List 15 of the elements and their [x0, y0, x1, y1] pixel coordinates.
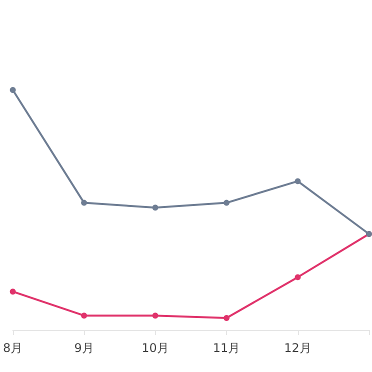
x-tick-label: 12月 [284, 341, 312, 355]
x-tick-label: 11月 [212, 341, 240, 355]
point [224, 315, 230, 321]
point [224, 200, 230, 206]
point [10, 288, 16, 295]
point [294, 178, 301, 184]
x-tick-label: 10月 [142, 341, 169, 355]
point [152, 204, 158, 211]
point [81, 312, 88, 319]
point [81, 200, 88, 206]
point [294, 274, 301, 280]
x-tick-label: 8月 [2, 341, 23, 355]
point [152, 312, 158, 319]
point [10, 87, 16, 93]
x-tick-label: 9月 [74, 341, 94, 355]
